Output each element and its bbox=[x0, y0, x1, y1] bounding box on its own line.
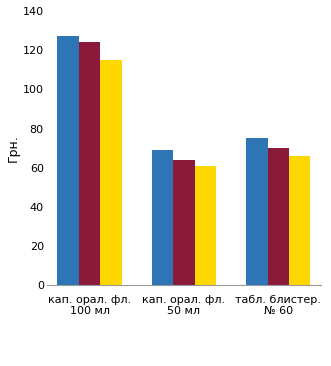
Bar bbox=[267, 148, 289, 285]
Y-axis label: Грн.: Грн. bbox=[7, 134, 20, 162]
Bar bbox=[173, 160, 195, 285]
Bar bbox=[57, 37, 79, 285]
Bar bbox=[195, 166, 216, 285]
Bar bbox=[100, 60, 122, 285]
Bar bbox=[152, 150, 173, 285]
Bar bbox=[289, 156, 310, 285]
Bar bbox=[246, 138, 267, 285]
Bar bbox=[79, 42, 100, 285]
